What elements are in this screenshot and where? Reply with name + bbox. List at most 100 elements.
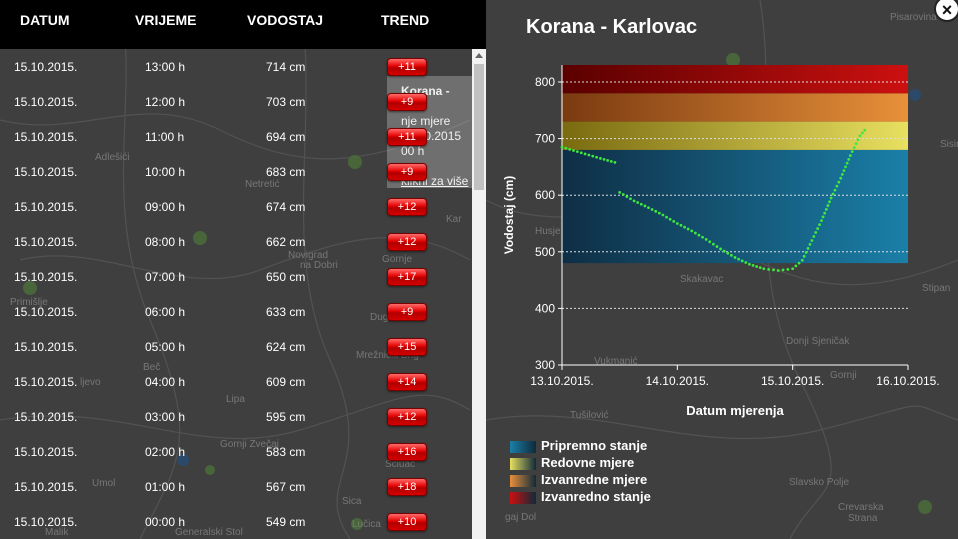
svg-text:Beč: Beč [143,362,160,373]
data-point [661,213,665,217]
table-row[interactable]: 15.10.2015. 06:00 h 633 cm +9 [0,294,472,329]
band-izvanredne-mjere [562,93,908,122]
trend-badge[interactable]: +12 [387,408,427,426]
trend-badge[interactable]: +10 [387,513,427,531]
table-row[interactable]: 15.10.2015. 13:00 h 714 cm +11 [0,49,472,84]
row-date: 15.10.2015. [14,410,78,424]
row-time: 08:00 h [145,235,186,249]
legend-label: Izvanredno stanje [541,489,651,504]
close-button[interactable]: × [934,0,958,22]
row-level: 674 cm [266,200,306,214]
legend-item: Redovne mjere [510,455,710,472]
data-point [860,131,864,135]
data-point [826,204,830,207]
trend-badge[interactable]: +18 [387,478,427,496]
data-point [845,161,849,165]
popup-line: nje mjere [401,114,451,128]
data-point [831,192,835,196]
table-row[interactable]: 15.10.2015. 07:00 h 650 cm +17 [0,259,472,294]
table-row[interactable]: 15.10.2015. 12:00 h 703 cm +9 [0,84,472,119]
data-point [797,261,801,265]
legend-swatch [510,475,536,487]
data-point [833,188,837,192]
svg-text:Donji Sjeničak: Donji Sjeničak [786,336,850,347]
table-row[interactable]: 15.10.2015. 09:00 h 674 cm +12 [0,189,472,224]
data-point [802,254,806,258]
data-point [675,222,679,225]
table-row[interactable]: 15.10.2015. 03:00 h 595 cm +12 [0,399,472,434]
data-point [625,195,629,199]
trend-badge[interactable]: +15 [387,338,427,356]
row-level: 567 cm [266,480,306,494]
table-row[interactable]: 15.10.2015. 11:00 h 694 cm +11 [0,119,472,154]
trend-badge[interactable]: +17 [387,268,427,286]
table-row[interactable]: 15.10.2015. 00:00 h 549 cm +10 [0,504,472,539]
x-tick-label: 14.10.2015. [646,374,709,388]
data-point [781,268,785,272]
svg-text:Sciuac: Sciuac [385,459,415,470]
data-point [758,266,762,270]
data-point [704,237,708,241]
trend-badge[interactable]: +12 [387,198,427,216]
data-point [683,225,686,229]
svg-text:Lučica: Lučica [352,519,381,530]
data-point [835,184,839,188]
data-point [722,249,726,253]
data-point [839,176,843,180]
data-point [744,261,748,264]
trend-badge[interactable]: +11 [387,128,427,146]
trend-badge[interactable]: +11 [387,58,427,76]
row-date: 15.10.2015. [14,340,78,354]
scroll-up-arrow-icon[interactable] [475,53,483,58]
data-point [693,231,697,235]
legend-item: Pripremno stanje [510,438,710,455]
data-point [618,190,622,194]
y-tick-label: 400 [535,301,555,315]
table-header: DATUM VRIJEME VODOSTAJ TREND [0,0,486,49]
trend-badge[interactable]: +14 [387,373,427,391]
header-level: VODOSTAJ [247,12,323,28]
data-point [609,159,613,163]
row-level: 595 cm [266,410,306,424]
data-point [806,246,810,250]
data-point [751,263,755,267]
trend-badge[interactable]: +12 [387,233,427,251]
table-row[interactable]: 15.10.2015. 10:00 h 683 cm +9 [0,154,472,189]
svg-text:Gornje: Gornje [382,254,412,265]
row-time: 09:00 h [145,200,186,214]
trend-badge[interactable]: +9 [387,163,427,181]
band-pripremno-stanje [562,149,908,264]
data-point [808,243,812,246]
table-row[interactable]: 15.10.2015. 04:00 h 609 cm +14 [0,364,472,399]
scroll-thumb[interactable] [474,64,484,190]
data-point [657,211,661,215]
svg-text:na Dobri: na Dobri [300,260,338,271]
data-point [847,157,851,161]
row-level: 583 cm [266,445,306,459]
trend-badge[interactable]: +16 [387,443,427,461]
table-row[interactable]: 15.10.2015. 02:00 h 583 cm +16 [0,434,472,469]
row-date: 15.10.2015. [14,130,78,144]
table-row[interactable]: 15.10.2015. 08:00 h 662 cm +12 [0,224,472,259]
row-time: 12:00 h [145,95,186,109]
data-point [800,258,804,262]
trend-badge[interactable]: +9 [387,303,427,321]
data-point [613,160,617,164]
table-row[interactable]: 15.10.2015. 05:00 h 624 cm +15 [0,329,472,364]
y-tick-label: 800 [535,75,555,89]
data-point [840,173,844,176]
svg-text:Adlešići: Adlešići [95,152,129,163]
row-date: 15.10.2015. [14,60,78,74]
water-level-table-panel: Korana - Kar nje mjere 15.10.2015 00 h c… [0,0,486,539]
data-point [697,233,701,237]
trend-badge[interactable]: +9 [387,93,427,111]
data-point [854,142,858,146]
table-scrollbar[interactable] [472,49,486,539]
table-row[interactable]: 15.10.2015. 01:00 h 567 cm +18 [0,469,472,504]
data-point [842,169,846,173]
legend-label: Pripremno stanje [541,438,648,453]
data-point [587,153,591,157]
row-date: 15.10.2015. [14,480,78,494]
data-point [708,240,712,244]
data-point [829,196,833,200]
